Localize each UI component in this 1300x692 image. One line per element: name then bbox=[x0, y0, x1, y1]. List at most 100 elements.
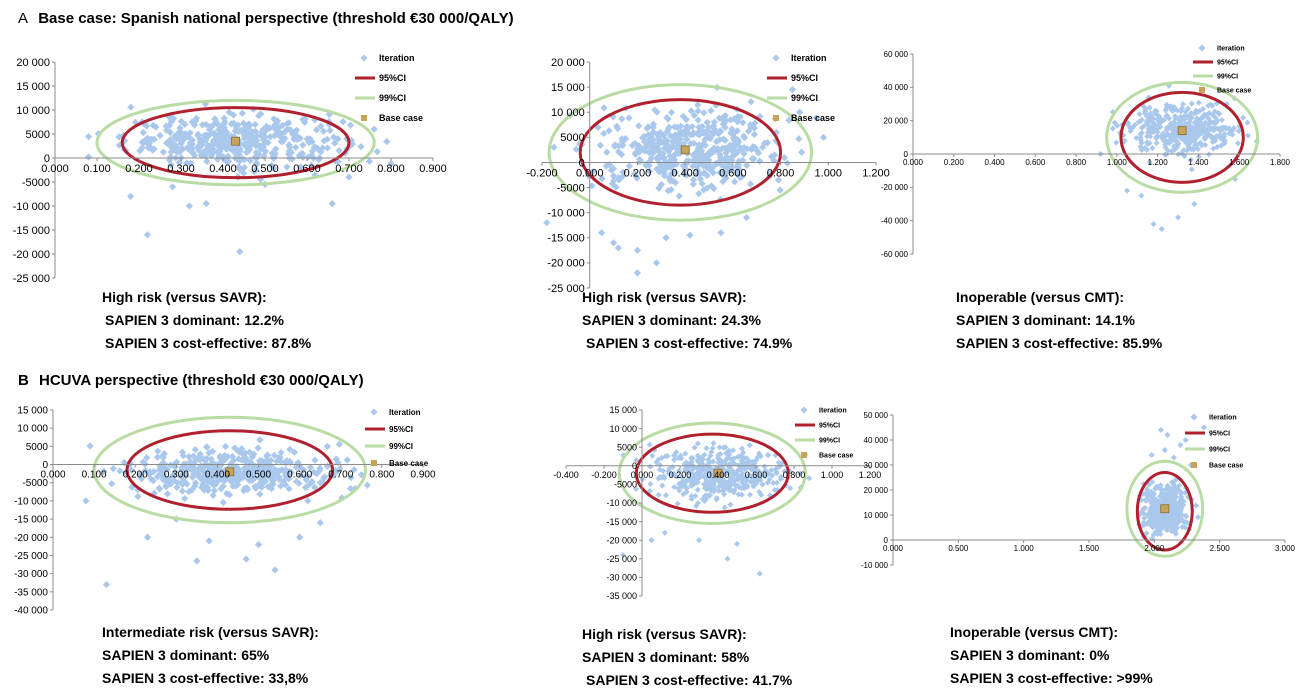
iteration-point bbox=[747, 491, 754, 498]
iteration-point bbox=[1183, 513, 1190, 520]
x-tick-label: 0.800 bbox=[767, 167, 795, 179]
iteration-point bbox=[716, 476, 723, 483]
iteration-point bbox=[317, 122, 325, 130]
legend-label: 99%CI bbox=[819, 437, 840, 444]
iteration-point bbox=[770, 479, 777, 486]
iteration-point bbox=[236, 166, 244, 174]
iteration-point bbox=[139, 128, 147, 137]
iteration-point bbox=[758, 143, 767, 151]
caption-a1: High risk (versus SAVR): SAPIEN 3 domina… bbox=[102, 286, 311, 355]
legend-label: Iteration bbox=[819, 407, 847, 414]
iteration-point bbox=[1138, 192, 1145, 199]
iteration-point bbox=[1170, 495, 1177, 502]
iteration-point bbox=[733, 168, 741, 176]
iteration-point bbox=[1144, 133, 1151, 140]
legend: Iteration 95%CI 99%CI Base case bbox=[1193, 44, 1251, 94]
iteration-point bbox=[729, 148, 737, 156]
scatter-svg: 15 000 10 000 5000 0 -5000 -10 000 -15 000 -20 … bbox=[553, 405, 881, 601]
scatter-panel-b1: 15 000 10 000 5000 0 -5000 -10 000 -15 000 -20 … bbox=[0, 400, 490, 617]
iteration-point bbox=[149, 121, 157, 130]
iteration-point bbox=[312, 126, 321, 134]
y-tick-label: -30 000 bbox=[606, 573, 637, 583]
iteration-point bbox=[1202, 133, 1209, 140]
iteration-point bbox=[294, 135, 302, 143]
iteration-point bbox=[765, 452, 772, 459]
iteration-point bbox=[1121, 137, 1128, 144]
iteration-point bbox=[739, 118, 747, 127]
iteration-point bbox=[734, 540, 740, 547]
legend: Iteration 95%CI 99%CI Base case bbox=[365, 408, 429, 468]
iteration-point bbox=[755, 467, 762, 474]
iteration-point bbox=[684, 477, 691, 484]
iteration-point bbox=[109, 464, 117, 473]
iteration-point bbox=[759, 481, 766, 488]
iteration-point bbox=[706, 485, 713, 492]
iteration-point bbox=[238, 109, 246, 117]
iteration-point bbox=[618, 115, 626, 123]
iteration-point bbox=[695, 149, 703, 158]
base-case-marker bbox=[680, 145, 690, 155]
iteration-point bbox=[1229, 131, 1236, 138]
iteration-point bbox=[215, 129, 223, 137]
iteration-point bbox=[1109, 108, 1116, 115]
iteration-point bbox=[323, 135, 331, 143]
iteration-point bbox=[317, 148, 325, 156]
y-tick-label: 10 000 bbox=[17, 424, 48, 435]
x-tick-label: 1.200 bbox=[1148, 158, 1169, 167]
iteration-point bbox=[740, 143, 748, 152]
iteration-point bbox=[323, 442, 331, 450]
iteration-point bbox=[250, 168, 258, 176]
legend-label: Base case bbox=[389, 459, 429, 468]
caption-line: SAPIEN 3 dominant: 24.3% bbox=[582, 312, 761, 328]
x-tick-label: 0.600 bbox=[287, 470, 312, 481]
iteration-point bbox=[1167, 489, 1174, 496]
iteration-point bbox=[652, 259, 661, 267]
iteration-point bbox=[1178, 517, 1185, 524]
iteration-point bbox=[319, 144, 327, 152]
iteration-point bbox=[259, 125, 267, 134]
iteration-point bbox=[1199, 142, 1206, 149]
iteration-point bbox=[229, 111, 238, 119]
iteration-point bbox=[316, 519, 324, 527]
iteration-point bbox=[725, 447, 732, 454]
iteration-point bbox=[740, 134, 749, 142]
iteration-point bbox=[598, 229, 606, 237]
legend-iteration-icon bbox=[772, 54, 780, 62]
iteration-point bbox=[730, 142, 738, 150]
iteration-point bbox=[740, 480, 747, 487]
iteration-point bbox=[743, 477, 750, 484]
iteration-point bbox=[689, 455, 696, 462]
section-b-text: HCUVA perspective (threshold €30 000/QAL… bbox=[39, 372, 364, 389]
iteration-point bbox=[1193, 141, 1200, 148]
iteration-point bbox=[724, 167, 733, 175]
iteration-point bbox=[363, 481, 371, 489]
iteration-point bbox=[221, 442, 230, 451]
iteration-point bbox=[85, 133, 93, 141]
legend-label: Base case bbox=[1217, 87, 1251, 94]
iteration-point bbox=[1155, 504, 1162, 511]
iteration-point bbox=[1171, 104, 1178, 111]
iteration-point bbox=[819, 133, 828, 141]
iteration-point bbox=[723, 485, 730, 492]
iteration-point bbox=[724, 555, 731, 562]
iteration-point bbox=[302, 476, 310, 484]
iteration-point bbox=[1155, 520, 1162, 527]
iteration-point bbox=[646, 441, 653, 448]
section-a-title: A Base case: Spanish national perspectiv… bbox=[18, 10, 514, 27]
iteration-point bbox=[609, 239, 618, 247]
iteration-point bbox=[1142, 504, 1149, 511]
scatter-panel-a2: 20 000 15 000 10 000 5000 0 -5000 -10 000 -15 0… bbox=[475, 50, 895, 305]
caption-line: SAPIEN 3 cost-effective: 74.9% bbox=[586, 335, 793, 351]
caption-heading: High risk (versus SAVR): bbox=[582, 626, 747, 642]
caption-heading: High risk (versus SAVR): bbox=[102, 289, 267, 305]
iteration-point bbox=[277, 482, 285, 490]
iteration-point bbox=[689, 162, 697, 170]
iteration-point bbox=[1179, 135, 1186, 142]
iteration-point bbox=[704, 132, 712, 140]
iteration-point bbox=[225, 491, 234, 499]
iteration-point bbox=[271, 150, 279, 158]
iteration-point bbox=[1159, 135, 1166, 142]
iteration-point bbox=[236, 248, 244, 256]
iteration-point bbox=[100, 467, 108, 476]
iteration-point bbox=[633, 457, 640, 464]
